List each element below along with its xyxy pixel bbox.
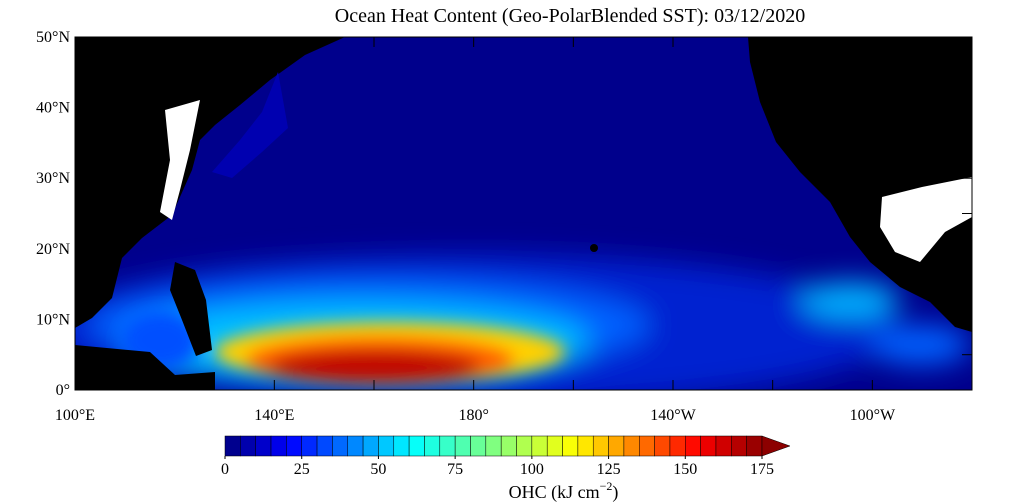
colorbar-box [685, 435, 701, 457]
colorbar-label-text: OHC (kJ cm [509, 482, 600, 503]
y-tick-label: 30°N [36, 170, 70, 187]
land [75, 37, 972, 390]
colorbar-box [531, 435, 548, 457]
colorbar-box [362, 435, 379, 457]
y-tick-label: 0° [56, 382, 70, 399]
colorbar-label-sup: −2 [600, 479, 613, 493]
colorbar-box [393, 435, 410, 457]
colorbar-box [347, 435, 364, 457]
colorbar-box [516, 435, 533, 457]
colorbar-box [700, 435, 717, 457]
colorbar-box [500, 435, 517, 457]
colorbar-box [485, 435, 502, 457]
colorbar-tick-label: 100 [520, 461, 544, 478]
x-tick-label: 140°E [254, 407, 294, 424]
colorbar-box [378, 435, 395, 457]
colorbar-box [715, 435, 732, 457]
x-tick-label: 100°E [55, 407, 95, 424]
y-tick-label: 10°N [36, 311, 70, 328]
colorbar-box [639, 435, 655, 457]
colorbar-box [286, 435, 302, 457]
colorbar-box [240, 435, 256, 457]
colorbar-box [623, 435, 640, 457]
x-tick-label: 100°W [850, 407, 896, 424]
colorbar-box [270, 435, 287, 457]
colorbar-tick-label: 150 [673, 461, 697, 478]
colorbar-box [316, 435, 333, 457]
colorbar-box [470, 435, 487, 457]
colorbar-tick-label: 0 [221, 461, 229, 478]
colorbar-box [546, 435, 563, 457]
colorbar-tick-label: 175 [750, 461, 774, 478]
y-tick-label: 50°N [36, 29, 70, 46]
colorbar-box [654, 435, 671, 457]
colorbar-box [439, 435, 456, 457]
colorbar-tick-label: 25 [294, 461, 310, 478]
colorbar-box [669, 435, 686, 457]
x-tick-label: 180° [458, 407, 488, 424]
colorbar-box [592, 435, 609, 457]
colorbar-box [454, 435, 471, 457]
colorbar-tick-label: 75 [447, 461, 463, 478]
colorbar-box [577, 435, 594, 457]
colorbar-box [301, 435, 318, 457]
colorbar-box [746, 435, 763, 457]
colorbar-box [408, 435, 425, 457]
colorbar-label: OHC (kJ cm−2) [509, 479, 619, 503]
y-tick-label: 20°N [36, 241, 70, 258]
colorbar-box [224, 435, 241, 457]
colorbar-label-end: ) [612, 482, 618, 503]
colorbar-box [608, 435, 625, 457]
colorbar-arrow [761, 435, 791, 457]
colorbar-box [255, 435, 272, 457]
heat-field [75, 37, 972, 390]
colorbar-box [731, 435, 747, 457]
colorbar-box [332, 435, 348, 457]
colorbar-tick-label: 125 [597, 461, 621, 478]
title: Ocean Heat Content (Geo-PolarBlended SST… [335, 5, 805, 27]
colorbar-box [562, 435, 579, 457]
y-tick-label: 40°N [36, 100, 70, 117]
colorbar-box [424, 435, 441, 457]
x-tick-label: 140°W [650, 407, 696, 424]
colorbar-tick-label: 50 [370, 461, 386, 478]
